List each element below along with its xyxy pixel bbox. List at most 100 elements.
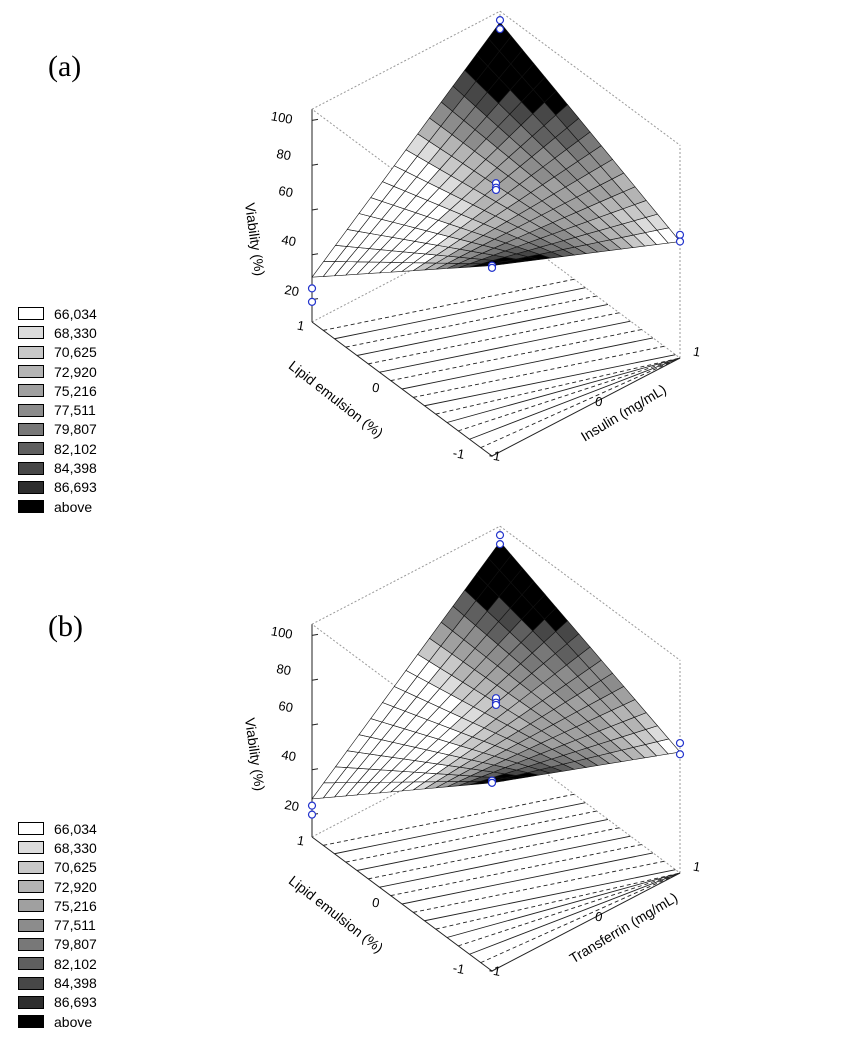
contour-line (390, 329, 642, 382)
legend-item: 82,102 (18, 954, 97, 973)
x-tick-label: -1 (488, 962, 502, 979)
legend-item: 79,807 (18, 935, 97, 954)
z-tick (311, 208, 319, 211)
legend-swatch (18, 995, 44, 1009)
legend-label: 77,511 (54, 917, 96, 934)
x-axis-label: Insulin (mg/mL) (578, 381, 669, 444)
contour-line (345, 810, 597, 863)
data-point (491, 700, 501, 710)
legend-label: 79,807 (54, 936, 97, 953)
contour-line (401, 852, 654, 905)
legend-swatch (18, 442, 44, 456)
legend-swatch (18, 365, 44, 379)
data-point (307, 801, 317, 810)
legend-item: 84,398 (18, 458, 97, 477)
axis-line (311, 836, 493, 972)
data-point (495, 540, 505, 549)
data-point (495, 25, 505, 34)
legend-label: 66,034 (54, 820, 97, 837)
contour-line (424, 354, 676, 407)
x-tick-label: 0 (594, 909, 604, 925)
contour-line (458, 872, 681, 947)
panel-label-b: (b) (48, 610, 83, 643)
panel-label-a: (a) (48, 50, 82, 83)
legend-label: 86,693 (54, 479, 97, 496)
legend-label: 75,216 (54, 897, 97, 914)
legend-swatch (18, 822, 44, 836)
z-tick-label: 80 (275, 146, 292, 163)
contour-line (424, 869, 676, 922)
z-tick-label: 60 (277, 183, 294, 200)
z-tick (311, 723, 319, 726)
legend-swatch (18, 937, 44, 951)
plot-geometry (311, 525, 681, 972)
contour-line (356, 818, 609, 871)
contour-line (379, 835, 631, 888)
y-axis-label: Lipid emulsion (%) (286, 872, 387, 956)
legend-item: above (18, 1012, 97, 1031)
legend-swatch (18, 918, 44, 932)
x-axis-label: Transferrin (mg/mL) (567, 889, 681, 966)
z-tick (311, 253, 319, 256)
z-tick-label: 20 (283, 282, 300, 299)
legend-label: 66,034 (54, 305, 97, 322)
legend-label: 68,330 (54, 324, 97, 341)
y-tick-label: 1 (296, 318, 306, 334)
data-point (491, 185, 501, 195)
legend-item: 70,625 (18, 858, 97, 877)
legend-item: 75,216 (18, 381, 97, 400)
legend-swatch (18, 957, 44, 971)
data-point (487, 263, 497, 272)
legend-label: 72,920 (54, 878, 97, 895)
legend-label: above (54, 1013, 93, 1030)
axis-line (491, 872, 681, 972)
legend-label: 82,102 (54, 440, 97, 457)
legend-swatch (18, 422, 44, 436)
data-point (675, 237, 685, 246)
z-tick (311, 678, 319, 681)
z-tick-label: 100 (270, 108, 294, 127)
legend-item: 72,920 (18, 362, 97, 381)
plot-geometry (311, 10, 681, 457)
contour-line (480, 357, 681, 449)
y-tick-label: -1 (452, 960, 466, 977)
legend-swatch (18, 880, 44, 894)
legend-label: 72,920 (54, 363, 97, 380)
legend-item: 77,511 (18, 400, 97, 419)
x-tick-label: -1 (488, 447, 502, 464)
x-tick-label: 0 (594, 394, 604, 410)
legend-swatch (18, 345, 44, 359)
legend-label: 79,807 (54, 421, 97, 438)
legend-swatch (18, 860, 44, 874)
contour-line (458, 357, 681, 432)
legend-label: 84,398 (54, 975, 97, 992)
legend-item: 66,034 (18, 304, 97, 323)
data-point (487, 778, 497, 787)
y-tick-label: 0 (371, 380, 381, 396)
contour-line (469, 357, 681, 440)
legend-item: 75,216 (18, 896, 97, 915)
legend-label: 84,398 (54, 460, 97, 477)
y-tick-label: 0 (371, 895, 381, 911)
legend-item: 82,102 (18, 439, 97, 458)
contour-line (401, 337, 654, 390)
z-tick (311, 633, 319, 636)
legend-label: 75,216 (54, 382, 97, 399)
legend-label: 68,330 (54, 839, 97, 856)
contour-line (446, 357, 681, 423)
legend-swatch (18, 480, 44, 494)
legend-label: above (54, 498, 93, 515)
contour-line (334, 287, 586, 340)
legend-swatch (18, 461, 44, 475)
legend-swatch (18, 500, 44, 514)
data-point (675, 750, 685, 759)
data-point (307, 284, 317, 293)
contour-line (413, 345, 665, 398)
box-edge (499, 10, 681, 146)
z-tick-label: 100 (270, 623, 294, 642)
data-point (495, 531, 505, 540)
contour-line (334, 802, 586, 855)
legend-b: 66,034 68,330 70,625 72,920 75,216 77,51… (18, 819, 97, 1031)
legend-label: 70,625 (54, 344, 97, 361)
legend-item: above (18, 497, 97, 516)
